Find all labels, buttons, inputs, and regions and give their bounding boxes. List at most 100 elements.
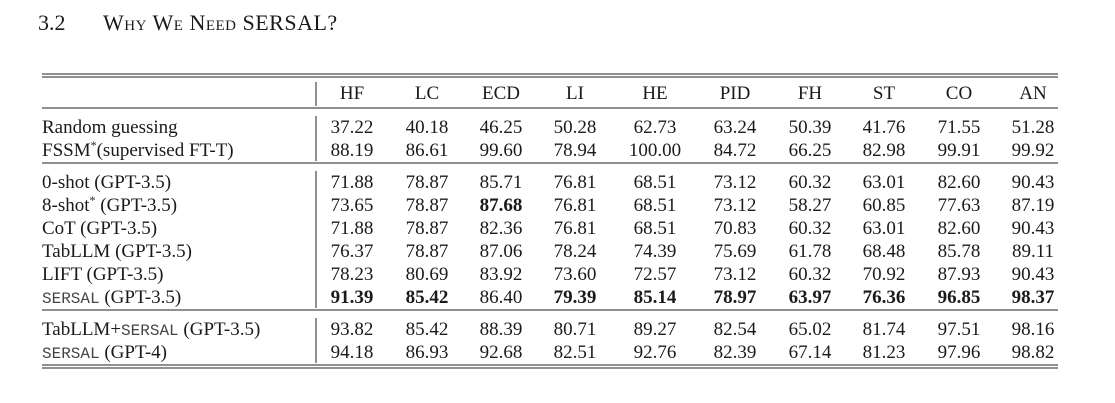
- table-cell: 50.39: [789, 117, 832, 138]
- table-cell: 81.23: [863, 342, 906, 363]
- table-cell: 68.51: [634, 195, 677, 216]
- table-cell: 87.19: [1012, 195, 1055, 216]
- table-cell: 67.14: [789, 342, 832, 363]
- column-header: CO: [946, 83, 972, 104]
- table-cell: 75.69: [714, 241, 757, 262]
- label-segment: SERSAL: [121, 322, 179, 340]
- label-segment: Random guessing: [42, 117, 178, 138]
- table-cell: 73.65: [331, 195, 374, 216]
- table-cell: 80.69: [406, 264, 449, 285]
- row-label: SERSAL (GPT-3.5): [42, 287, 181, 308]
- table-cell: 90.43: [1012, 264, 1055, 285]
- table-cell: 68.48: [863, 241, 906, 262]
- table-cell: 62.73: [634, 117, 677, 138]
- table-cell: 98.16: [1012, 319, 1055, 340]
- table-cell: 91.39: [331, 287, 374, 308]
- table-cell: 89.11: [1012, 241, 1054, 262]
- table-cell: 74.39: [634, 241, 677, 262]
- table-cell: 82.39: [714, 342, 757, 363]
- table-cell: 65.02: [789, 319, 832, 340]
- table-cell: 89.27: [634, 319, 677, 340]
- table-cell: 78.24: [554, 241, 597, 262]
- table-cell: 71.88: [331, 172, 374, 193]
- table-cell: 73.12: [714, 172, 757, 193]
- table-cell: 85.14: [634, 287, 677, 308]
- table-cell: 90.43: [1012, 218, 1055, 239]
- table-cell: 46.25: [480, 117, 523, 138]
- row-label: TabLLM (GPT-3.5): [42, 241, 192, 262]
- column-header: ST: [873, 83, 896, 104]
- table-cell: 78.87: [406, 172, 449, 193]
- label-segment: LIFT (GPT-3.5): [42, 264, 163, 285]
- row-label: 8-shot* (GPT-3.5): [42, 193, 177, 216]
- table-cell: 71.55: [938, 117, 981, 138]
- table-cell: 60.32: [789, 264, 832, 285]
- column-header: AN: [1019, 83, 1047, 104]
- row-label: 0-shot (GPT-3.5): [42, 172, 171, 193]
- label-segment: FSSM: [42, 140, 91, 161]
- label-segment: *: [90, 193, 96, 207]
- table-cell: 99.91: [938, 140, 981, 161]
- table-cell: 97.51: [938, 319, 981, 340]
- column-header: HE: [642, 83, 667, 104]
- table-cell: 51.28: [1012, 117, 1055, 138]
- table-cell: 40.18: [406, 117, 449, 138]
- label-segment: (GPT-4): [100, 342, 167, 363]
- table-cell: 73.60: [554, 264, 597, 285]
- table-cell: 92.76: [634, 342, 677, 363]
- table-cell: 83.92: [480, 264, 523, 285]
- table-cell: 77.63: [938, 195, 981, 216]
- table-cell: 82.54: [714, 319, 757, 340]
- table-cell: 63.01: [863, 172, 906, 193]
- table-cell: 85.42: [406, 287, 449, 308]
- label-segment: TabLLM (GPT-3.5): [42, 241, 192, 262]
- table-cell: 70.92: [863, 264, 906, 285]
- column-header: ECD: [482, 83, 520, 104]
- table-cell: 93.82: [331, 319, 374, 340]
- table-cell: 82.36: [480, 218, 523, 239]
- row-label: TabLLM+SERSAL (GPT-3.5): [42, 319, 260, 340]
- column-header: HF: [340, 83, 364, 104]
- table-cell: 99.60: [480, 140, 523, 161]
- table-cell: 76.81: [554, 195, 597, 216]
- table-cell: 87.68: [480, 195, 523, 216]
- table-cell: 76.81: [554, 172, 597, 193]
- row-label: Random guessing: [42, 117, 178, 138]
- table-cell: 82.98: [863, 140, 906, 161]
- row-label: SERSAL (GPT-4): [42, 342, 167, 363]
- label-segment: *: [91, 138, 97, 152]
- table-cell: 58.27: [789, 195, 832, 216]
- table-cell: 68.51: [634, 172, 677, 193]
- table-cell: 78.23: [331, 264, 374, 285]
- table-cell: 90.43: [1012, 172, 1055, 193]
- section-title: Why We Need SERSAL?: [103, 10, 338, 35]
- row-label: FSSM*(supervised FT-T): [42, 138, 234, 161]
- table-cell: 88.39: [480, 319, 523, 340]
- table-cell: 82.60: [938, 218, 981, 239]
- table-cell: 73.12: [714, 264, 757, 285]
- table-cell: 85.78: [938, 241, 981, 262]
- table-cell: 81.74: [863, 319, 906, 340]
- table-cell: 68.51: [634, 218, 677, 239]
- row-label: CoT (GPT-3.5): [42, 218, 157, 239]
- table-cell: 41.76: [863, 117, 906, 138]
- table-cell: 73.12: [714, 195, 757, 216]
- label-segment: 8-shot: [42, 195, 90, 216]
- table-cell: 76.37: [331, 241, 374, 262]
- table-cell: 99.92: [1012, 140, 1055, 161]
- table-cell: 60.85: [863, 195, 906, 216]
- table-cell: 78.87: [406, 218, 449, 239]
- table-cell: 79.39: [554, 287, 597, 308]
- table-cell: 76.81: [554, 218, 597, 239]
- table-cell: 78.87: [406, 241, 449, 262]
- section-number: 3.2: [38, 10, 66, 35]
- table-cell: 63.01: [863, 218, 906, 239]
- table-cell: 72.57: [634, 264, 677, 285]
- table-cell: 85.42: [406, 319, 449, 340]
- table-cell: 80.71: [554, 319, 597, 340]
- table-cell: 60.32: [789, 172, 832, 193]
- table-cell: 84.72: [714, 140, 757, 161]
- label-segment: 0-shot (GPT-3.5): [42, 172, 171, 193]
- column-header: LI: [566, 83, 584, 104]
- table-cell: 87.93: [938, 264, 981, 285]
